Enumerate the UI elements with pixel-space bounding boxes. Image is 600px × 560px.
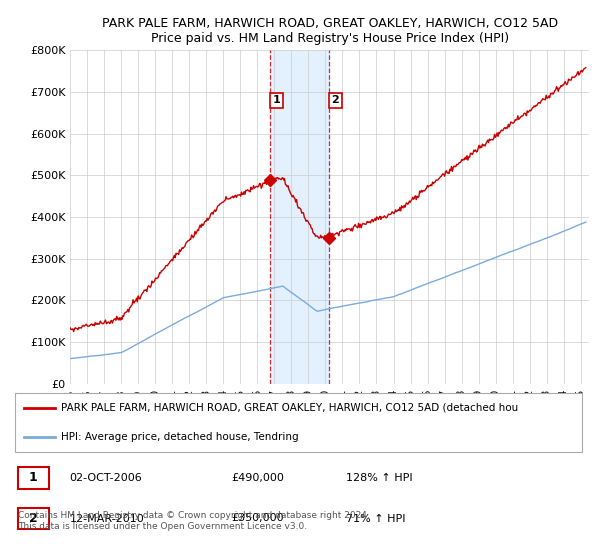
Bar [270, 50, 329, 384]
Text: £490,000: £490,000 [231, 473, 284, 483]
FancyBboxPatch shape [15, 393, 582, 452]
Text: 128% ↑ HPI: 128% ↑ HPI [346, 473, 413, 483]
Text: 1: 1 [29, 472, 38, 484]
Text: 12-MAR-2010: 12-MAR-2010 [70, 514, 145, 524]
Text: 1: 1 [272, 95, 280, 105]
Text: 71% ↑ HPI: 71% ↑ HPI [346, 514, 406, 524]
Text: Contains HM Land Registry data © Crown copyright and database right 2024.
This d: Contains HM Land Registry data © Crown c… [18, 511, 370, 531]
FancyBboxPatch shape [18, 467, 49, 489]
Text: PARK PALE FARM, HARWICH ROAD, GREAT OAKLEY, HARWICH, CO12 5AD (detached hou: PARK PALE FARM, HARWICH ROAD, GREAT OAKL… [61, 403, 518, 413]
Text: 2: 2 [331, 95, 339, 105]
Title: PARK PALE FARM, HARWICH ROAD, GREAT OAKLEY, HARWICH, CO12 5AD
Price paid vs. HM : PARK PALE FARM, HARWICH ROAD, GREAT OAKL… [101, 17, 558, 45]
Text: HPI: Average price, detached house, Tendring: HPI: Average price, detached house, Tend… [61, 432, 299, 442]
Text: 2: 2 [29, 512, 38, 525]
Text: £350,000: £350,000 [231, 514, 284, 524]
FancyBboxPatch shape [18, 507, 49, 529]
Text: 02-OCT-2006: 02-OCT-2006 [70, 473, 142, 483]
